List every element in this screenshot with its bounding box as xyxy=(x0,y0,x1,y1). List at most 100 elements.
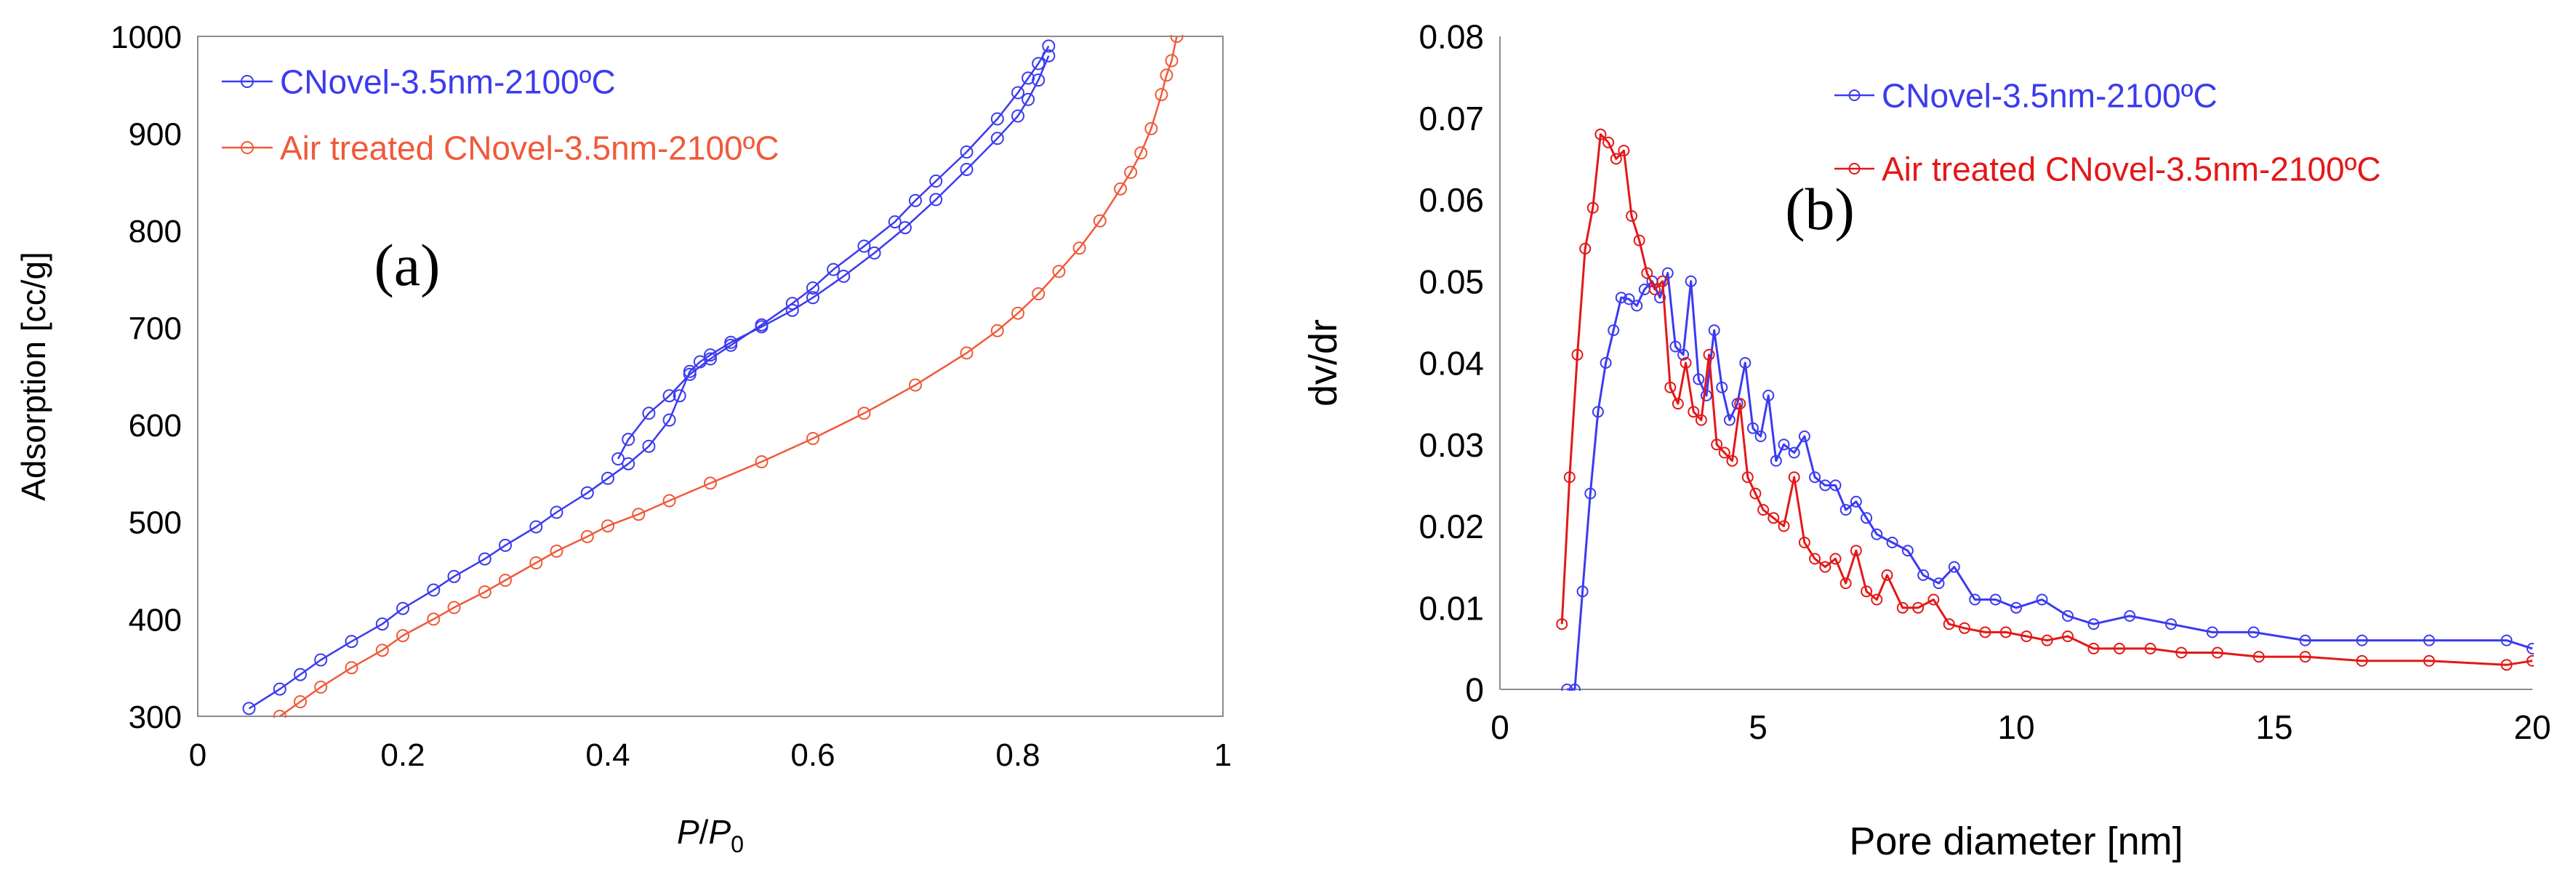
data-point xyxy=(1861,512,1873,524)
data-point xyxy=(632,508,646,521)
data-point xyxy=(2175,646,2188,659)
x-tick-label: 0.2 xyxy=(380,737,425,773)
data-point xyxy=(1927,593,1940,606)
data-point xyxy=(1563,471,1576,484)
legend-entry: CNovel-3.5nm-2100ºC xyxy=(222,63,616,101)
data-point xyxy=(1762,389,1775,401)
panel-label: (a) xyxy=(374,232,440,298)
data-point xyxy=(499,574,512,587)
y-tick-label: 0.02 xyxy=(1419,508,1484,545)
data-point xyxy=(1586,201,1599,214)
y-tick-label: 900 xyxy=(129,116,182,152)
data-point xyxy=(1661,267,1674,279)
data-point xyxy=(375,644,389,657)
data-point xyxy=(294,668,307,681)
data-point xyxy=(1600,357,1612,369)
y-tick-label: 700 xyxy=(129,311,182,347)
legend-entry: Air treated CNovel-3.5nm-2100ºC xyxy=(222,129,779,167)
series-line xyxy=(1567,272,2533,691)
data-point xyxy=(1839,577,1852,590)
legend-marker xyxy=(1848,163,1861,175)
x-axis-title: P/P0 xyxy=(677,813,744,857)
data-point xyxy=(1695,414,1707,426)
y-tick-label: 400 xyxy=(129,602,182,638)
x-tick-label: 0 xyxy=(1490,708,1509,746)
data-point xyxy=(1850,545,1862,557)
data-point xyxy=(1042,39,1056,53)
data-point xyxy=(1778,438,1790,451)
data-point xyxy=(2206,626,2218,638)
data-point xyxy=(1093,214,1107,228)
data-point xyxy=(1680,357,1692,369)
data-point xyxy=(1160,68,1173,82)
x-axis-title: Pore diameter [nm] xyxy=(1849,820,2183,863)
data-point xyxy=(1809,471,1821,484)
data-point xyxy=(1999,626,2012,638)
data-point xyxy=(1615,292,1627,304)
y-tick-label: 0.06 xyxy=(1419,181,1484,219)
data-point xyxy=(447,601,461,614)
y-tick-label: 600 xyxy=(129,408,182,444)
data-point xyxy=(601,519,614,533)
legend-entry: CNovel-3.5nm-2100ºC xyxy=(1834,77,2218,115)
y-tick-label: 0.01 xyxy=(1419,589,1484,627)
data-point xyxy=(1703,348,1715,361)
data-point xyxy=(1850,495,1862,508)
y-axis-title: dv/dr xyxy=(1301,319,1345,407)
panel-b: 0 5 10 15 20 0 0.01 0.02 0.03 0.04 0.05 0.06 0.07 0.0… xyxy=(1301,18,2551,863)
data-point xyxy=(2423,634,2435,646)
data-point xyxy=(990,132,1004,145)
data-point xyxy=(990,112,1004,126)
data-point xyxy=(601,471,614,485)
data-point xyxy=(662,494,676,508)
data-point xyxy=(1623,293,1635,305)
data-point xyxy=(806,281,819,295)
data-point xyxy=(273,682,286,696)
data-point xyxy=(1649,284,1661,295)
data-point xyxy=(1989,593,2002,606)
data-point xyxy=(806,291,819,305)
y-tick-label: 800 xyxy=(129,214,182,249)
data-point xyxy=(1933,577,1945,590)
data-point xyxy=(1688,406,1700,418)
data-point xyxy=(396,601,409,615)
y-tick-label: 300 xyxy=(129,700,182,735)
data-point xyxy=(1641,267,1653,279)
data-point xyxy=(2252,651,2265,663)
data-point xyxy=(1610,153,1622,165)
legend-marker xyxy=(241,141,254,154)
data-point xyxy=(1669,340,1682,353)
data-point xyxy=(2041,634,2053,646)
data-point xyxy=(1788,471,1800,484)
data-point xyxy=(673,389,686,403)
series-line xyxy=(1560,133,2533,666)
data-point xyxy=(1770,454,1782,467)
x-tick-label: 0 xyxy=(189,737,206,773)
data-point xyxy=(1749,487,1762,500)
data-point xyxy=(2356,654,2368,667)
data-point xyxy=(1839,504,1852,516)
data-point xyxy=(2036,593,2048,606)
data-point xyxy=(2299,634,2311,646)
data-point xyxy=(1912,601,1925,614)
data-point xyxy=(1608,324,1620,337)
data-point xyxy=(1741,471,1754,484)
data-point xyxy=(704,352,717,366)
data-point xyxy=(2211,646,2223,659)
data-point xyxy=(1871,593,1883,606)
data-point xyxy=(2500,659,2513,671)
data-point xyxy=(785,297,799,311)
y-tick-label: 0.03 xyxy=(1419,426,1484,464)
data-point xyxy=(1011,306,1024,320)
series-line xyxy=(248,55,1050,710)
data-point xyxy=(2087,642,2100,654)
series-2 xyxy=(611,39,1056,465)
data-point xyxy=(929,193,943,207)
data-point xyxy=(529,556,543,569)
data-point xyxy=(1959,622,1970,634)
x-axis-title-p: P xyxy=(677,813,699,851)
data-point xyxy=(396,629,409,643)
data-point xyxy=(1032,57,1046,71)
data-point xyxy=(1602,136,1615,148)
